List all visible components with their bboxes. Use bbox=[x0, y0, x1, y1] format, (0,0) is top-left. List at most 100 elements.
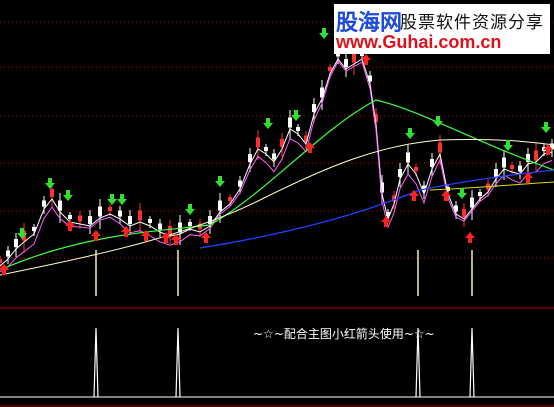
ma-blue-line bbox=[199, 169, 554, 249]
candle-body-35 bbox=[320, 87, 324, 98]
candle-body-10 bbox=[88, 216, 92, 224]
buy-arrow-icon-15 bbox=[523, 172, 533, 183]
candle-body-42 bbox=[374, 114, 378, 122]
buy-arrow-icon-2 bbox=[65, 220, 75, 231]
candle-body-13 bbox=[118, 210, 122, 217]
candle-body-19 bbox=[178, 222, 182, 233]
candle-body-32 bbox=[296, 127, 300, 131]
watermark-tagline: 股票软件资源分享 bbox=[400, 13, 544, 33]
watermark-brand: 股海网 bbox=[336, 11, 403, 36]
buy-arrow-icon-8 bbox=[201, 232, 211, 243]
buy-arrow-icon-14 bbox=[465, 232, 475, 243]
buy-arrow-icon-13 bbox=[441, 190, 451, 201]
candle-body-12 bbox=[108, 207, 112, 211]
candle-body-29 bbox=[272, 153, 276, 160]
candle-body-49 bbox=[422, 185, 426, 192]
candle-body-56 bbox=[478, 192, 482, 196]
candle-body-59 bbox=[502, 157, 506, 168]
candle-body-25 bbox=[238, 180, 242, 187]
candle-body-63 bbox=[534, 150, 538, 161]
candle-body-22 bbox=[208, 216, 212, 224]
candle-body-0 bbox=[0, 259, 2, 263]
buy-arrow-icon-12 bbox=[409, 190, 419, 201]
sell-arrow-icon-5 bbox=[117, 194, 127, 205]
sell-arrow-icon-9 bbox=[291, 110, 301, 121]
ma-yellow-line bbox=[429, 181, 554, 191]
sell-arrow-icon-10 bbox=[319, 28, 329, 39]
candle-body-43 bbox=[380, 182, 384, 193]
candle-body-24 bbox=[228, 197, 232, 201]
buy-arrow-icon-16 bbox=[543, 144, 553, 155]
indicator-spike-2 bbox=[175, 327, 181, 398]
sell-arrow-icon-13 bbox=[457, 188, 467, 199]
candle-body-36 bbox=[328, 67, 332, 71]
ma-fast-line bbox=[0, 58, 553, 267]
candle-body-62 bbox=[526, 154, 530, 162]
buy-arrow-icon-4 bbox=[121, 226, 131, 237]
sell-arrow-icon-1 bbox=[17, 228, 27, 239]
candle-body-5 bbox=[42, 200, 46, 207]
buy-arrow-icon-3 bbox=[91, 230, 101, 241]
candle-body-61 bbox=[518, 165, 522, 172]
candle-body-44 bbox=[386, 212, 390, 216]
sell-arrow-icon-14 bbox=[503, 140, 513, 151]
candle-body-8 bbox=[68, 215, 72, 219]
sell-arrow-icon-12 bbox=[433, 116, 443, 127]
candle-body-53 bbox=[454, 205, 458, 212]
candle-body-33 bbox=[304, 135, 308, 142]
watermark-url: www.Guhai.com.cn bbox=[336, 32, 502, 52]
buy-arrow-icon-9 bbox=[305, 142, 315, 153]
candle-body-16 bbox=[148, 219, 152, 223]
candle-body-6 bbox=[50, 189, 54, 197]
candle-body-30 bbox=[280, 139, 284, 147]
sell-arrow-icon-2 bbox=[45, 178, 55, 189]
ma-slow-line bbox=[0, 99, 554, 271]
candle-body-2 bbox=[14, 239, 18, 247]
candle-body-45 bbox=[392, 195, 396, 202]
candle-body-46 bbox=[398, 169, 402, 177]
candle-body-1 bbox=[6, 250, 10, 257]
indicator-spike-1 bbox=[93, 327, 99, 398]
candle-body-39 bbox=[352, 52, 356, 63]
candle-body-18 bbox=[168, 226, 172, 234]
candle-body-41 bbox=[368, 75, 372, 82]
candle-body-58 bbox=[494, 169, 498, 177]
candle-body-17 bbox=[158, 223, 162, 230]
buy-arrow-icon-7 bbox=[171, 234, 181, 245]
watermark-banner: 股海网 股票软件资源分享 bbox=[334, 4, 550, 36]
candle-body-50 bbox=[430, 159, 434, 167]
candle-body-54 bbox=[462, 209, 466, 217]
candle-body-15 bbox=[138, 210, 142, 221]
candle-body-11 bbox=[98, 206, 102, 217]
ma-mid-line bbox=[0, 60, 553, 273]
candle-body-51 bbox=[438, 142, 442, 153]
candle-body-60 bbox=[510, 165, 514, 169]
candle-body-23 bbox=[218, 200, 222, 211]
candle-body-27 bbox=[256, 137, 260, 148]
buy-arrow-icon-10 bbox=[361, 54, 371, 65]
candle-body-7 bbox=[58, 200, 62, 211]
ma-long-line bbox=[0, 138, 554, 276]
candle-body-9 bbox=[78, 215, 82, 222]
sell-arrow-icon-11 bbox=[405, 128, 415, 139]
buy-arrow-icon-1 bbox=[0, 264, 9, 275]
sell-arrow-icon-8 bbox=[263, 118, 273, 129]
watermark-url-banner: www.Guhai.com.cn bbox=[334, 32, 550, 54]
sell-arrow-icon-3 bbox=[63, 190, 73, 201]
buy-arrow-icon-11 bbox=[381, 216, 391, 227]
candle-body-48 bbox=[414, 167, 418, 171]
candle-body-65 bbox=[550, 143, 554, 150]
sell-arrow-icon-6 bbox=[185, 204, 195, 215]
candle-body-28 bbox=[264, 147, 268, 151]
indicator-caption: ~☆~配合主图小红箭头使用~☆~ bbox=[253, 327, 435, 341]
candle-body-40 bbox=[360, 52, 364, 56]
candle-body-26 bbox=[248, 154, 252, 162]
indicator-spike-4 bbox=[469, 327, 475, 398]
candle-body-34 bbox=[312, 104, 316, 112]
candle-body-20 bbox=[188, 222, 192, 226]
candle-body-14 bbox=[128, 216, 132, 224]
candle-body-55 bbox=[470, 197, 474, 208]
candle-body-4 bbox=[32, 227, 36, 231]
sell-arrow-icon-15 bbox=[541, 122, 551, 133]
indicator-spike-3 bbox=[415, 327, 421, 398]
